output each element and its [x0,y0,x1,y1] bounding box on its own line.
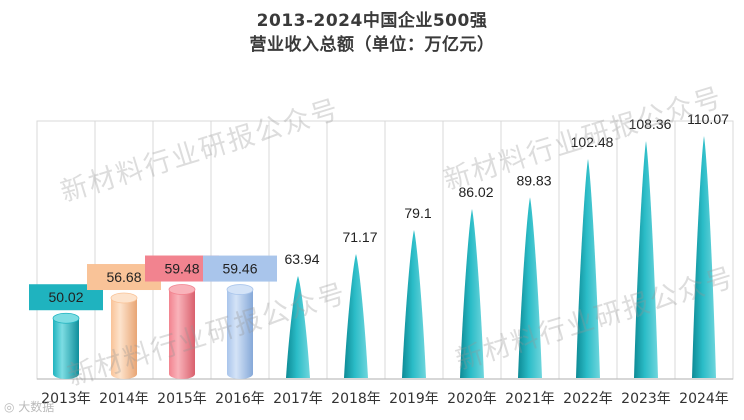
x-tick-label: 2014年 [99,391,149,407]
x-axis-ticks-layer: 2013年 2014年 2015年 2016年 2017年 2018年 2019年 2020年… [41,391,729,407]
x-tick-label: 2013年 [41,391,91,407]
data-label-box: 59.46 [203,255,277,282]
bar [286,275,310,378]
data-label: 108.36 [629,116,672,132]
x-tick-label: 2018年 [331,391,381,407]
data-label: 56.68 [106,269,141,285]
data-label: 89.83 [516,172,551,188]
bar [692,135,716,378]
x-tick-label: 2022年 [563,391,613,407]
data-label: 79.1 [404,205,431,221]
bar [518,197,542,378]
bar [402,229,426,378]
data-label: 59.46 [222,261,257,277]
bar [634,141,658,378]
x-tick-label: 2015年 [157,391,207,407]
data-label: 102.48 [571,134,614,150]
x-tick-label: 2024年 [679,391,729,407]
corner-logo-text: 大数据 [18,400,55,414]
data-label: 110.07 [687,111,729,127]
bar [110,292,138,379]
bar [168,284,196,379]
bars-layer [52,135,716,379]
chart-title: 2013-2024中国企业500强 [256,11,488,31]
x-tick-label: 2020年 [447,391,497,407]
x-tick-label: 2017年 [273,391,323,407]
grid-layer [36,120,734,380]
chart-subtitle: 营业收入总额（单位：万亿元） [249,35,495,55]
x-tick-label: 2019年 [389,391,439,407]
data-label: 71.17 [342,229,377,245]
value-labels-layer: 50.02 56.68 59.48 59.46 63.94 71.17 79.1 86.02 8… [29,111,729,311]
data-label: 59.48 [164,261,199,277]
bar [576,159,600,378]
bar [52,312,80,379]
bar [226,284,254,379]
data-label: 50.02 [48,289,83,305]
data-label: 86.02 [458,184,493,200]
bar [460,208,484,378]
x-tick-label: 2021年 [505,391,555,407]
data-label: 63.94 [284,251,319,267]
corner-logo: ◎ 大数据 [4,400,55,414]
x-tick-label: 2023年 [621,391,671,407]
bar [344,254,368,378]
x-tick-label: 2016年 [215,391,265,407]
